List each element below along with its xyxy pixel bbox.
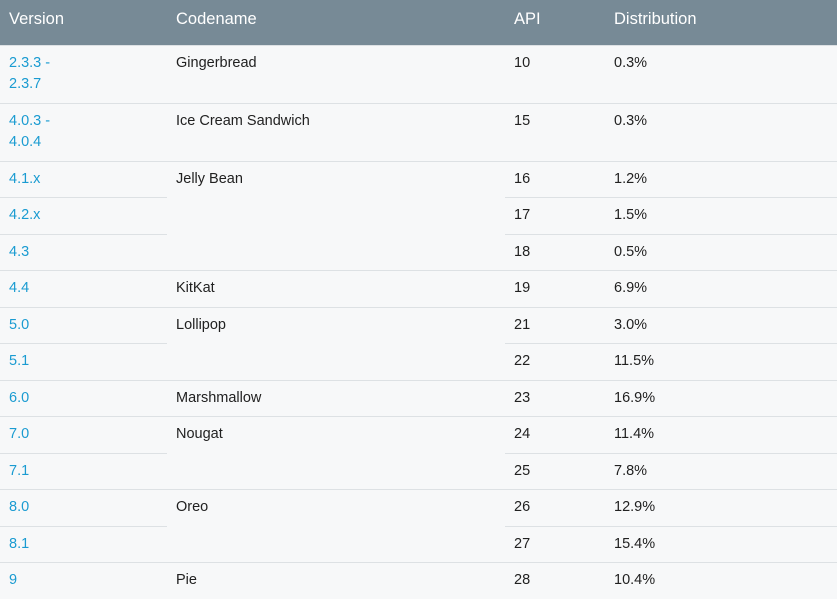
version-cell: 4.0.3 -4.0.4 [0, 102, 167, 161]
distribution-cell: 6.9% [605, 270, 837, 307]
api-cell: 26 [505, 489, 605, 526]
api-cell: 22 [505, 343, 605, 380]
api-cell: 17 [505, 197, 605, 234]
codename-cell: KitKat [167, 270, 505, 307]
codename-cell: Lollipop [167, 306, 505, 380]
distribution-cell: 12.9% [605, 489, 837, 526]
codename-cell: Oreo [167, 489, 505, 563]
version-link[interactable]: 5.0 [9, 316, 30, 333]
distribution-cell: 10.4% [605, 562, 837, 599]
api-cell: 25 [505, 452, 605, 490]
version-link[interactable]: 4.3 [9, 243, 30, 260]
version-cell: 7.1 [0, 452, 167, 490]
api-cell: 21 [505, 306, 605, 344]
version-link[interactable]: 9 [9, 572, 18, 588]
table-row: 7.0 Nougat 24 11.4% [0, 416, 837, 490]
table-row: 4.4 KitKat 19 6.9% [0, 270, 837, 307]
codename-cell: Pie [167, 562, 505, 599]
distribution-cell: 0.5% [605, 233, 837, 271]
distribution-cell: 0.3% [605, 102, 837, 161]
header-version: Version [9, 10, 65, 29]
distribution-cell: 3.0% [605, 306, 837, 344]
version-cell: 4.4 [0, 270, 167, 307]
table-row: 2.3.3 -2.3.7 Gingerbread 10 0.3% [0, 44, 837, 103]
version-cell: 9 [0, 562, 167, 599]
api-cell: 23 [505, 379, 605, 417]
api-cell: 27 [505, 525, 605, 563]
table-row: 4.1.x Jelly Bean 16 1.2% [0, 160, 837, 271]
api-cell: 15 [505, 102, 605, 161]
version-link[interactable]: 4.2.x [9, 207, 41, 223]
api-cell: 18 [505, 233, 605, 271]
header-codename: Codename [176, 10, 257, 29]
version-link[interactable]: 5.1 [9, 353, 30, 369]
api-cell: 28 [505, 562, 605, 599]
codename-cell: Ice Cream Sandwich [167, 102, 505, 161]
codename-cell: Gingerbread [167, 44, 505, 103]
distribution-cell: 1.2% [605, 160, 837, 198]
codename-cell: Jelly Bean [167, 160, 505, 271]
version-link[interactable]: 7.1 [9, 462, 30, 479]
version-link[interactable]: 6.0 [9, 389, 30, 406]
table-row: 7.1 25 7.8% [0, 452, 837, 490]
distribution-cell: 15.4% [605, 525, 837, 563]
version-link[interactable]: 7.0 [9, 426, 30, 442]
version-cell: 5.0 [0, 306, 167, 344]
version-cell: 6.0 [0, 379, 167, 417]
api-cell: 10 [505, 44, 605, 103]
version-cell: 4.2.x [0, 197, 167, 234]
distribution-cell: 11.4% [605, 416, 837, 453]
table-row: 8.1 27 15.4% [0, 525, 837, 563]
api-cell: 24 [505, 416, 605, 453]
codename-cell: Marshmallow [167, 379, 505, 417]
version-link[interactable]: 8.0 [9, 499, 30, 515]
table-row: 4.2.x 17 1.5% [0, 197, 837, 234]
api-cell: 16 [505, 160, 605, 198]
header-row: Version Codename API Distribution [0, 0, 837, 45]
header-distribution: Distribution [614, 10, 697, 29]
version-link[interactable]: 4.0.3 -4.0.4 [9, 112, 51, 150]
header-api: API [514, 10, 541, 29]
table-row: 5.0 Lollipop 21 3.0% [0, 306, 837, 380]
api-cell: 19 [505, 270, 605, 307]
version-cell: 5.1 [0, 343, 167, 380]
version-cell: 4.1.x [0, 160, 167, 198]
table-row: 6.0 Marshmallow 23 16.9% [0, 379, 837, 417]
distribution-cell: 7.8% [605, 452, 837, 490]
version-cell: 8.0 [0, 489, 167, 526]
version-link[interactable]: 4.4 [9, 280, 30, 296]
table-row: 5.1 22 11.5% [0, 343, 837, 380]
distribution-cell: 16.9% [605, 379, 837, 417]
table-row: 8.0 Oreo 26 12.9% [0, 489, 837, 563]
version-cell: 8.1 [0, 525, 167, 563]
table-row: 4.3 18 0.5% [0, 233, 837, 271]
table-row: 4.0.3 -4.0.4 Ice Cream Sandwich 15 0.3% [0, 102, 837, 161]
version-link[interactable]: 2.3.3 -2.3.7 [9, 54, 51, 92]
table-row: 9 Pie 28 10.4% [0, 562, 837, 599]
version-cell: 7.0 [0, 416, 167, 453]
distribution-cell: 1.5% [605, 197, 837, 234]
version-link[interactable]: 8.1 [9, 535, 30, 552]
table-header: Version Codename API Distribution [0, 0, 837, 45]
version-cell: 4.3 [0, 233, 167, 271]
distribution-cell: 0.3% [605, 44, 837, 103]
version-link[interactable]: 4.1.x [9, 170, 41, 187]
codename-cell: Nougat [167, 416, 505, 490]
version-cell: 2.3.3 -2.3.7 [0, 44, 167, 103]
distribution-cell: 11.5% [605, 343, 837, 380]
table-body: 2.3.3 -2.3.7 Gingerbread 10 0.3% 4.0.3 -… [0, 44, 837, 599]
